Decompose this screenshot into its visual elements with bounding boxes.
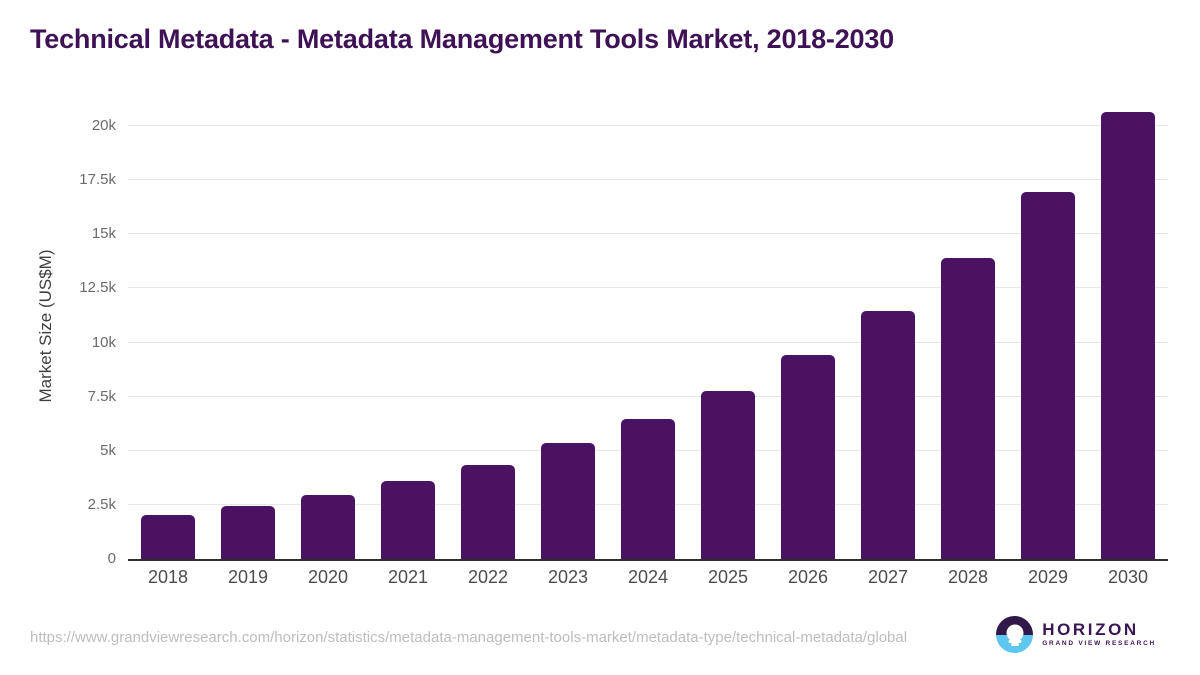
bar-slot-2027 bbox=[848, 100, 928, 559]
bar-2018[interactable] bbox=[141, 514, 195, 559]
y-tick-label: 10k bbox=[91, 333, 116, 351]
bar-slot-2019 bbox=[208, 100, 288, 559]
x-tick-label: 2024 bbox=[627, 567, 669, 587]
bar-2019[interactable] bbox=[221, 505, 275, 559]
x-tick-label: 2021 bbox=[387, 567, 429, 587]
bar-slot-2029 bbox=[1008, 100, 1088, 559]
source-url: https://www.grandviewresearch.com/horizo… bbox=[30, 629, 908, 646]
y-tick-label: 5k bbox=[100, 441, 116, 459]
y-tick-label: 12.5k bbox=[79, 279, 116, 297]
horizon-logo-icon bbox=[996, 616, 1034, 653]
logo-icon-sun bbox=[1006, 624, 1024, 642]
x-tick-label: 2020 bbox=[307, 567, 349, 587]
bar-slot-2020 bbox=[288, 100, 368, 559]
y-tick-label: 17.5k bbox=[79, 171, 116, 189]
x-tick-label: 2023 bbox=[547, 567, 589, 587]
x-tick-label: 2028 bbox=[947, 567, 989, 587]
chart-title: Technical Metadata - Metadata Management… bbox=[30, 24, 894, 54]
x-tick-label: 2025 bbox=[707, 567, 749, 587]
gridline bbox=[128, 124, 1168, 126]
x-tick-label: 2022 bbox=[467, 567, 509, 587]
x-tick-label: 2019 bbox=[227, 567, 269, 587]
logo-subtitle: GRAND VIEW RESEARCH bbox=[1042, 640, 1156, 648]
y-tick-label: 0 bbox=[107, 550, 116, 567]
logo-icon-reflection-line bbox=[1010, 643, 1019, 646]
x-tick-label: 2030 bbox=[1107, 567, 1149, 587]
bar-slot-2024 bbox=[608, 100, 688, 559]
x-axis-tick-labels: 2018 2019 2020 2021 2022 2023 2024 2025 2026 2027… bbox=[128, 567, 1168, 588]
bar-2027[interactable] bbox=[861, 311, 915, 559]
plot-area bbox=[128, 100, 1168, 561]
bar-2028[interactable] bbox=[941, 258, 995, 559]
gridline bbox=[128, 179, 1168, 181]
gridline bbox=[128, 287, 1168, 289]
bar-2022[interactable] bbox=[461, 464, 515, 559]
bar-slot-2023 bbox=[528, 100, 608, 559]
gridline bbox=[128, 395, 1168, 397]
bar-2025[interactable] bbox=[701, 391, 755, 559]
bar-slot-2025 bbox=[688, 100, 768, 559]
gridline bbox=[128, 233, 1168, 235]
y-tick-label: 2.5k bbox=[87, 495, 116, 513]
bar-slot-2021 bbox=[368, 100, 448, 559]
x-tick-label: 2018 bbox=[147, 567, 189, 587]
bar-2030[interactable] bbox=[1101, 111, 1155, 559]
gridline bbox=[128, 341, 1168, 343]
y-axis-tick-labels: 0 2.5k 5k 7.5k 10k 12.5k 15k 17.5k 20k bbox=[30, 100, 116, 567]
bar-2029[interactable] bbox=[1021, 192, 1075, 559]
bar-series bbox=[128, 100, 1168, 559]
y-tick-label: 15k bbox=[91, 225, 116, 243]
bar-2021[interactable] bbox=[381, 481, 435, 559]
x-tick-label: 2026 bbox=[787, 567, 829, 587]
logo-icon-reflection-line bbox=[1008, 639, 1022, 643]
bar-slot-2018 bbox=[128, 100, 208, 559]
bar-2024[interactable] bbox=[621, 419, 675, 559]
y-tick-label: 7.5k bbox=[87, 387, 116, 405]
y-tick-label: 20k bbox=[91, 116, 116, 134]
bar-slot-2028 bbox=[928, 100, 1008, 559]
x-tick-label: 2029 bbox=[1027, 567, 1069, 587]
bar-2023[interactable] bbox=[541, 443, 595, 559]
logo-text: HORIZON GRAND VIEW RESEARCH bbox=[1042, 621, 1156, 648]
bar-2026[interactable] bbox=[781, 355, 835, 559]
bar-slot-2030 bbox=[1088, 100, 1168, 559]
horizon-logo[interactable]: HORIZON GRAND VIEW RESEARCH bbox=[996, 616, 1156, 653]
bar-2020[interactable] bbox=[301, 495, 355, 559]
x-tick-label: 2027 bbox=[867, 567, 909, 587]
logo-name: HORIZON bbox=[1042, 620, 1139, 640]
bar-slot-2026 bbox=[768, 100, 848, 559]
bar-slot-2022 bbox=[448, 100, 528, 559]
